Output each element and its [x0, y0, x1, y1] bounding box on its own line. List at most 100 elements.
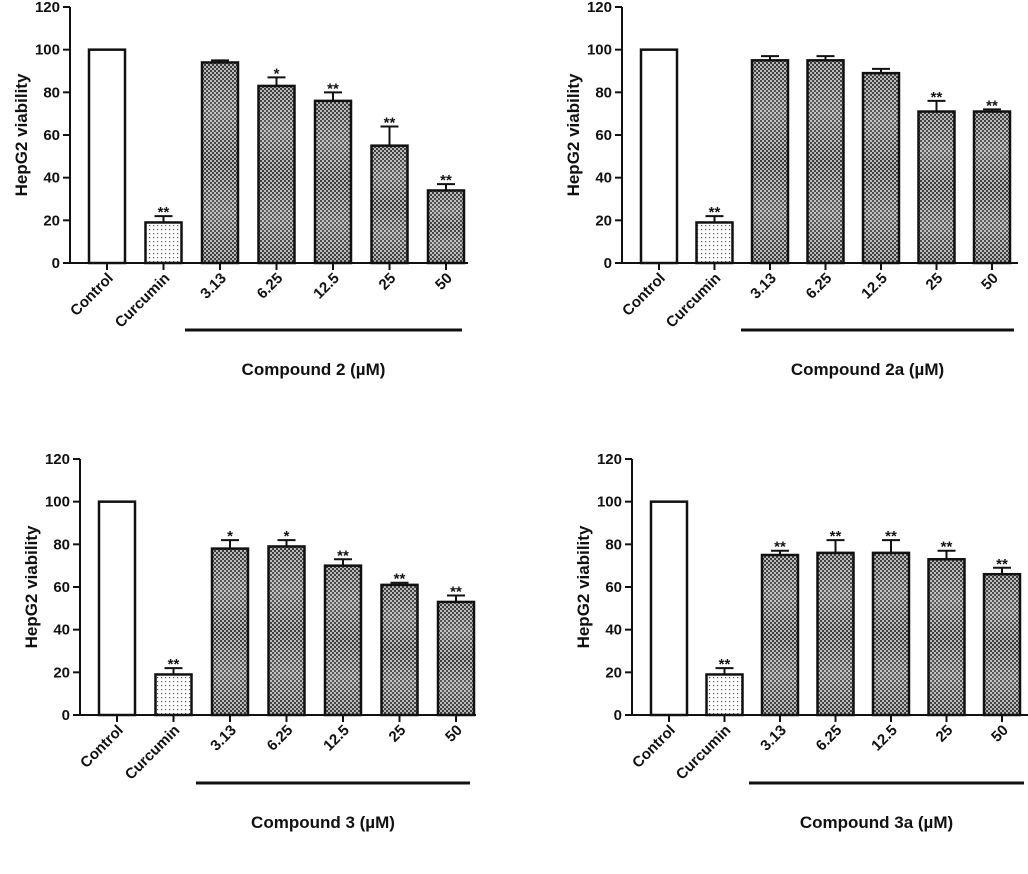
y-axis-label: HepG2 viability: [564, 73, 583, 196]
significance-label: *: [284, 528, 290, 545]
category-label: 6.25: [264, 722, 297, 755]
y-axis-label: HepG2 viability: [22, 525, 41, 648]
category-label: 25: [386, 722, 410, 746]
y-tick-label: 40: [53, 622, 70, 639]
significance-label: **: [384, 114, 396, 131]
y-tick-label: 120: [45, 451, 70, 468]
bar-curcumin: [695, 221, 734, 265]
category-label: 25: [376, 270, 400, 294]
y-tick-label: 120: [587, 0, 612, 16]
y-tick-label: 20: [43, 212, 60, 229]
significance-label: **: [450, 584, 462, 601]
y-tick-label: 100: [35, 42, 60, 59]
significance-label: **: [931, 89, 943, 106]
y-tick-label: 80: [43, 84, 60, 101]
y-tick-label: 0: [52, 255, 60, 272]
bar-curcumin: [154, 673, 193, 717]
category-label: Control: [619, 270, 669, 320]
y-tick-label: 80: [53, 536, 70, 553]
group-label: Compound 3 (µM): [251, 813, 395, 832]
bar-shading: [383, 586, 416, 714]
y-tick-label: 20: [605, 664, 622, 681]
significance-label: **: [440, 172, 452, 189]
bar-shading: [819, 554, 852, 714]
category-label: 3.13: [747, 270, 780, 303]
bar-shading: [985, 575, 1019, 714]
significance-label: **: [986, 97, 998, 114]
category-label: 3.13: [197, 270, 230, 303]
chart-panel-bottom-right: 0 20 40 60 80 100 120 HepG2 viability Control ** C…: [574, 451, 1028, 832]
group-label: Compound 3a (µM): [800, 813, 953, 832]
category-label: 3.13: [207, 722, 240, 755]
bar-shading: [930, 560, 963, 714]
bar-shading: [763, 556, 797, 714]
bar-control: [87, 48, 127, 265]
bar-shading: [809, 61, 842, 262]
category-label: 12.5: [310, 270, 343, 303]
bar-shading: [920, 113, 953, 262]
bar-shading: [373, 147, 406, 262]
category-label: 50: [442, 722, 466, 746]
y-tick-label: 20: [595, 212, 612, 229]
y-tick-label: 60: [595, 127, 612, 144]
y-tick-label: 80: [595, 84, 612, 101]
bar-shading: [213, 550, 247, 714]
significance-label: **: [774, 539, 786, 556]
bar-shading: [864, 74, 898, 262]
group-label: Compound 2 (µM): [242, 360, 386, 379]
y-tick-label: 100: [45, 494, 70, 511]
bar-shading: [316, 102, 350, 262]
y-tick-label: 40: [43, 170, 60, 187]
bar-curcumin: [144, 221, 183, 265]
y-tick-label: 60: [605, 579, 622, 596]
y-tick-label: 120: [597, 451, 622, 468]
category-label: Curcumin: [663, 270, 725, 332]
significance-label: **: [719, 656, 731, 673]
category-label: 25: [933, 722, 957, 746]
significance-label: *: [274, 65, 280, 82]
bar-shading: [203, 63, 237, 262]
y-tick-label: 80: [605, 536, 622, 553]
y-tick-label: 40: [605, 622, 622, 639]
significance-label: **: [327, 80, 339, 97]
category-label: 12.5: [868, 722, 901, 755]
bar-control: [639, 48, 679, 265]
significance-label: *: [227, 528, 233, 545]
bar-shading: [260, 87, 293, 262]
bar-shading: [270, 547, 303, 714]
bar-curcumin: [705, 673, 744, 717]
category-label: 25: [923, 270, 947, 294]
y-tick-label: 120: [35, 0, 60, 16]
y-tick-label: 100: [597, 494, 622, 511]
category-label: 50: [432, 270, 456, 294]
y-tick-label: 0: [604, 255, 612, 272]
y-tick-label: 20: [53, 664, 70, 681]
category-label: Curcumin: [122, 722, 184, 784]
y-tick-label: 40: [595, 170, 612, 187]
category-label: 6.25: [254, 270, 287, 303]
bar-shading: [975, 113, 1009, 262]
bar-control: [97, 500, 137, 717]
bar-control: [649, 500, 689, 717]
category-label: 12.5: [858, 270, 891, 303]
category-label: Control: [67, 270, 117, 320]
y-tick-label: 0: [62, 707, 70, 724]
bar-shading: [429, 191, 463, 262]
bar-shading: [874, 554, 908, 714]
significance-label: **: [941, 539, 953, 556]
y-axis-label: HepG2 viability: [12, 73, 31, 196]
significance-label: **: [830, 528, 842, 545]
y-tick-label: 60: [43, 127, 60, 144]
bar-shading: [439, 603, 473, 714]
significance-label: **: [168, 656, 180, 673]
chart-panel-top-right: 0 20 40 60 80 100 120 HepG2 viability Control ** C…: [564, 0, 1018, 379]
significance-label: **: [996, 556, 1008, 573]
y-tick-label: 100: [587, 42, 612, 59]
y-axis-label: HepG2 viability: [574, 525, 593, 648]
significance-label: **: [337, 547, 349, 564]
category-label: 6.25: [813, 722, 846, 755]
significance-label: **: [158, 204, 170, 221]
category-label: 6.25: [803, 270, 836, 303]
